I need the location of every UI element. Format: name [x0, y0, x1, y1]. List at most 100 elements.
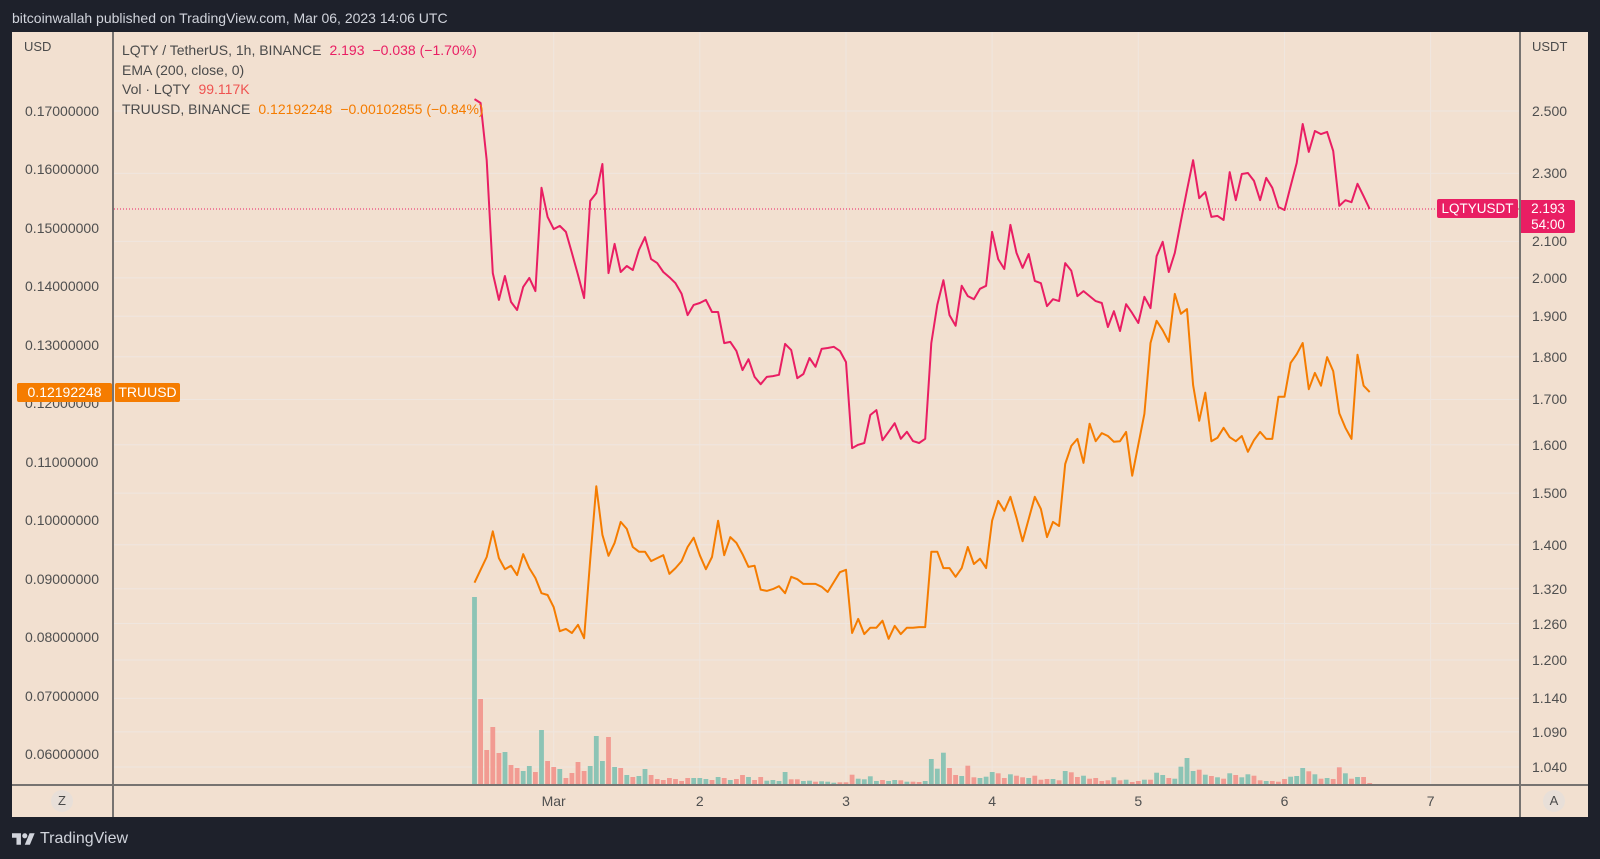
volume-bar: [1123, 779, 1129, 784]
volume-bar: [526, 766, 532, 784]
volume-bar: [551, 767, 557, 784]
volume-bar: [587, 766, 593, 784]
volume-bar: [855, 778, 861, 784]
truusd-price-label: 0.12192248: [17, 383, 112, 402]
volume-bar: [989, 772, 995, 784]
lqtyusdt-line-series[interactable]: [473, 98, 1371, 450]
volume-bar: [1306, 771, 1312, 784]
volume-bar: [1239, 777, 1245, 784]
legend-main-series[interactable]: LQTY / TetherUS, 1h, BINANCE 2.193 −0.038 …: [122, 41, 484, 61]
volume-bar: [1251, 775, 1257, 784]
right-axis-tick: 1.800: [1532, 348, 1568, 365]
volume-bar: [977, 778, 983, 784]
legend-compare-series[interactable]: TRUUSD, BINANCE 0.12192248 −0.00102855 (−0…: [122, 100, 484, 120]
time-axis-tick: 2: [695, 793, 704, 809]
volume-bar: [1160, 775, 1166, 784]
volume-bar: [843, 782, 849, 784]
volume-bar: [1215, 777, 1220, 784]
left-price-scale[interactable]: [12, 32, 114, 817]
volume-bar: [679, 781, 684, 784]
volume-bar: [1233, 775, 1239, 784]
volume-bar: [1263, 781, 1269, 784]
volume-bar: [831, 782, 837, 784]
volume-bar: [1257, 780, 1263, 784]
volume-bar: [874, 781, 879, 784]
legend-volume-title: Vol · LQTY: [122, 81, 191, 98]
right-axis-unit: USDT: [1532, 39, 1568, 54]
right-axis-tick: 1.900: [1532, 308, 1568, 325]
right-axis-tick: 1.200: [1532, 652, 1568, 668]
volume-bar: [1269, 781, 1275, 784]
legend-compare-change: −0.00102855 (−0.84%): [340, 101, 484, 118]
volume-bar: [752, 780, 757, 784]
volume-bar: [1075, 777, 1080, 784]
volume-bar: [813, 781, 818, 784]
volume-bar: [746, 777, 751, 784]
volume-bar: [1008, 774, 1013, 784]
right-axis-tick: 1.400: [1532, 536, 1568, 553]
volume-bar: [533, 772, 538, 784]
volume-bar: [496, 753, 502, 784]
volume-bar: [788, 779, 794, 784]
volume-bar: [819, 781, 824, 784]
volume-bar: [1288, 776, 1293, 784]
legend-volume-indicator[interactable]: Vol · LQTY 99.117K: [122, 80, 484, 100]
volume-bar: [770, 780, 776, 784]
volume-bar: [1276, 781, 1281, 784]
volume-bar: [1178, 766, 1184, 784]
volume-bar: [947, 768, 952, 784]
right-axis-tick: 1.260: [1532, 615, 1568, 632]
truusd-line-series[interactable]: [473, 292, 1371, 640]
volume-bar: [721, 778, 727, 784]
volume-bar: [484, 750, 490, 784]
volume-bar: [667, 778, 672, 784]
tradingview-logo-link[interactable]: TradingView: [12, 829, 128, 849]
volume-bar: [1318, 778, 1324, 784]
volume-bar: [1245, 774, 1251, 784]
right-price-scale[interactable]: [1519, 32, 1588, 817]
volume-bar: [697, 778, 703, 784]
volume-bar: [910, 781, 916, 784]
auto-scale-button[interactable]: A: [1543, 790, 1565, 812]
volume-bar: [1300, 768, 1306, 784]
legend-ema-title: EMA (200, close, 0): [122, 61, 245, 78]
volume-histogram: [472, 597, 1373, 784]
volume-bar: [904, 781, 910, 784]
volume-bar: [1142, 779, 1147, 784]
volume-bar: [600, 761, 605, 784]
time-axis-tick: 7: [1426, 793, 1435, 809]
volume-bar: [953, 775, 958, 784]
volume-bar: [636, 776, 642, 784]
volume-bar: [1221, 778, 1226, 784]
volume-bar: [630, 777, 636, 784]
left-scale-button[interactable]: Z: [51, 790, 73, 812]
volume-bar: [1209, 776, 1214, 784]
volume-bar: [892, 780, 898, 784]
chart-panel: [12, 32, 1588, 817]
volume-bar: [849, 774, 855, 784]
legend-ema-indicator[interactable]: EMA (200, close, 0): [122, 61, 484, 81]
publish-info: bitcoinwallah published on TradingView.c…: [12, 10, 448, 26]
volume-bar: [1026, 778, 1032, 784]
time-axis-border: [12, 784, 1588, 786]
volume-bar: [941, 752, 946, 784]
volume-bar: [508, 765, 514, 784]
volume-bar: [782, 772, 788, 784]
bar-countdown: 54:00: [1531, 216, 1565, 232]
volume-bar: [581, 771, 587, 784]
volume-bar: [794, 779, 800, 784]
left-axis-unit: USD: [24, 39, 52, 54]
volume-bar: [922, 781, 928, 784]
legend-main-title: LQTY / TetherUS, 1h, BINANCE: [122, 42, 322, 58]
volume-bar: [715, 777, 721, 784]
right-axis-tick: 1.090: [1532, 723, 1568, 740]
volume-bar: [1336, 767, 1342, 784]
volume-bar: [934, 768, 940, 784]
volume-bar: [1105, 780, 1111, 784]
volume-bar: [1324, 778, 1330, 784]
volume-bar: [861, 779, 867, 784]
volume-bar: [1367, 783, 1373, 784]
time-axis-tick: 6: [1280, 793, 1289, 809]
lqty-symbol-label: LQTYUSDT: [1437, 199, 1518, 218]
chart-plot-area[interactable]: [114, 32, 1519, 784]
